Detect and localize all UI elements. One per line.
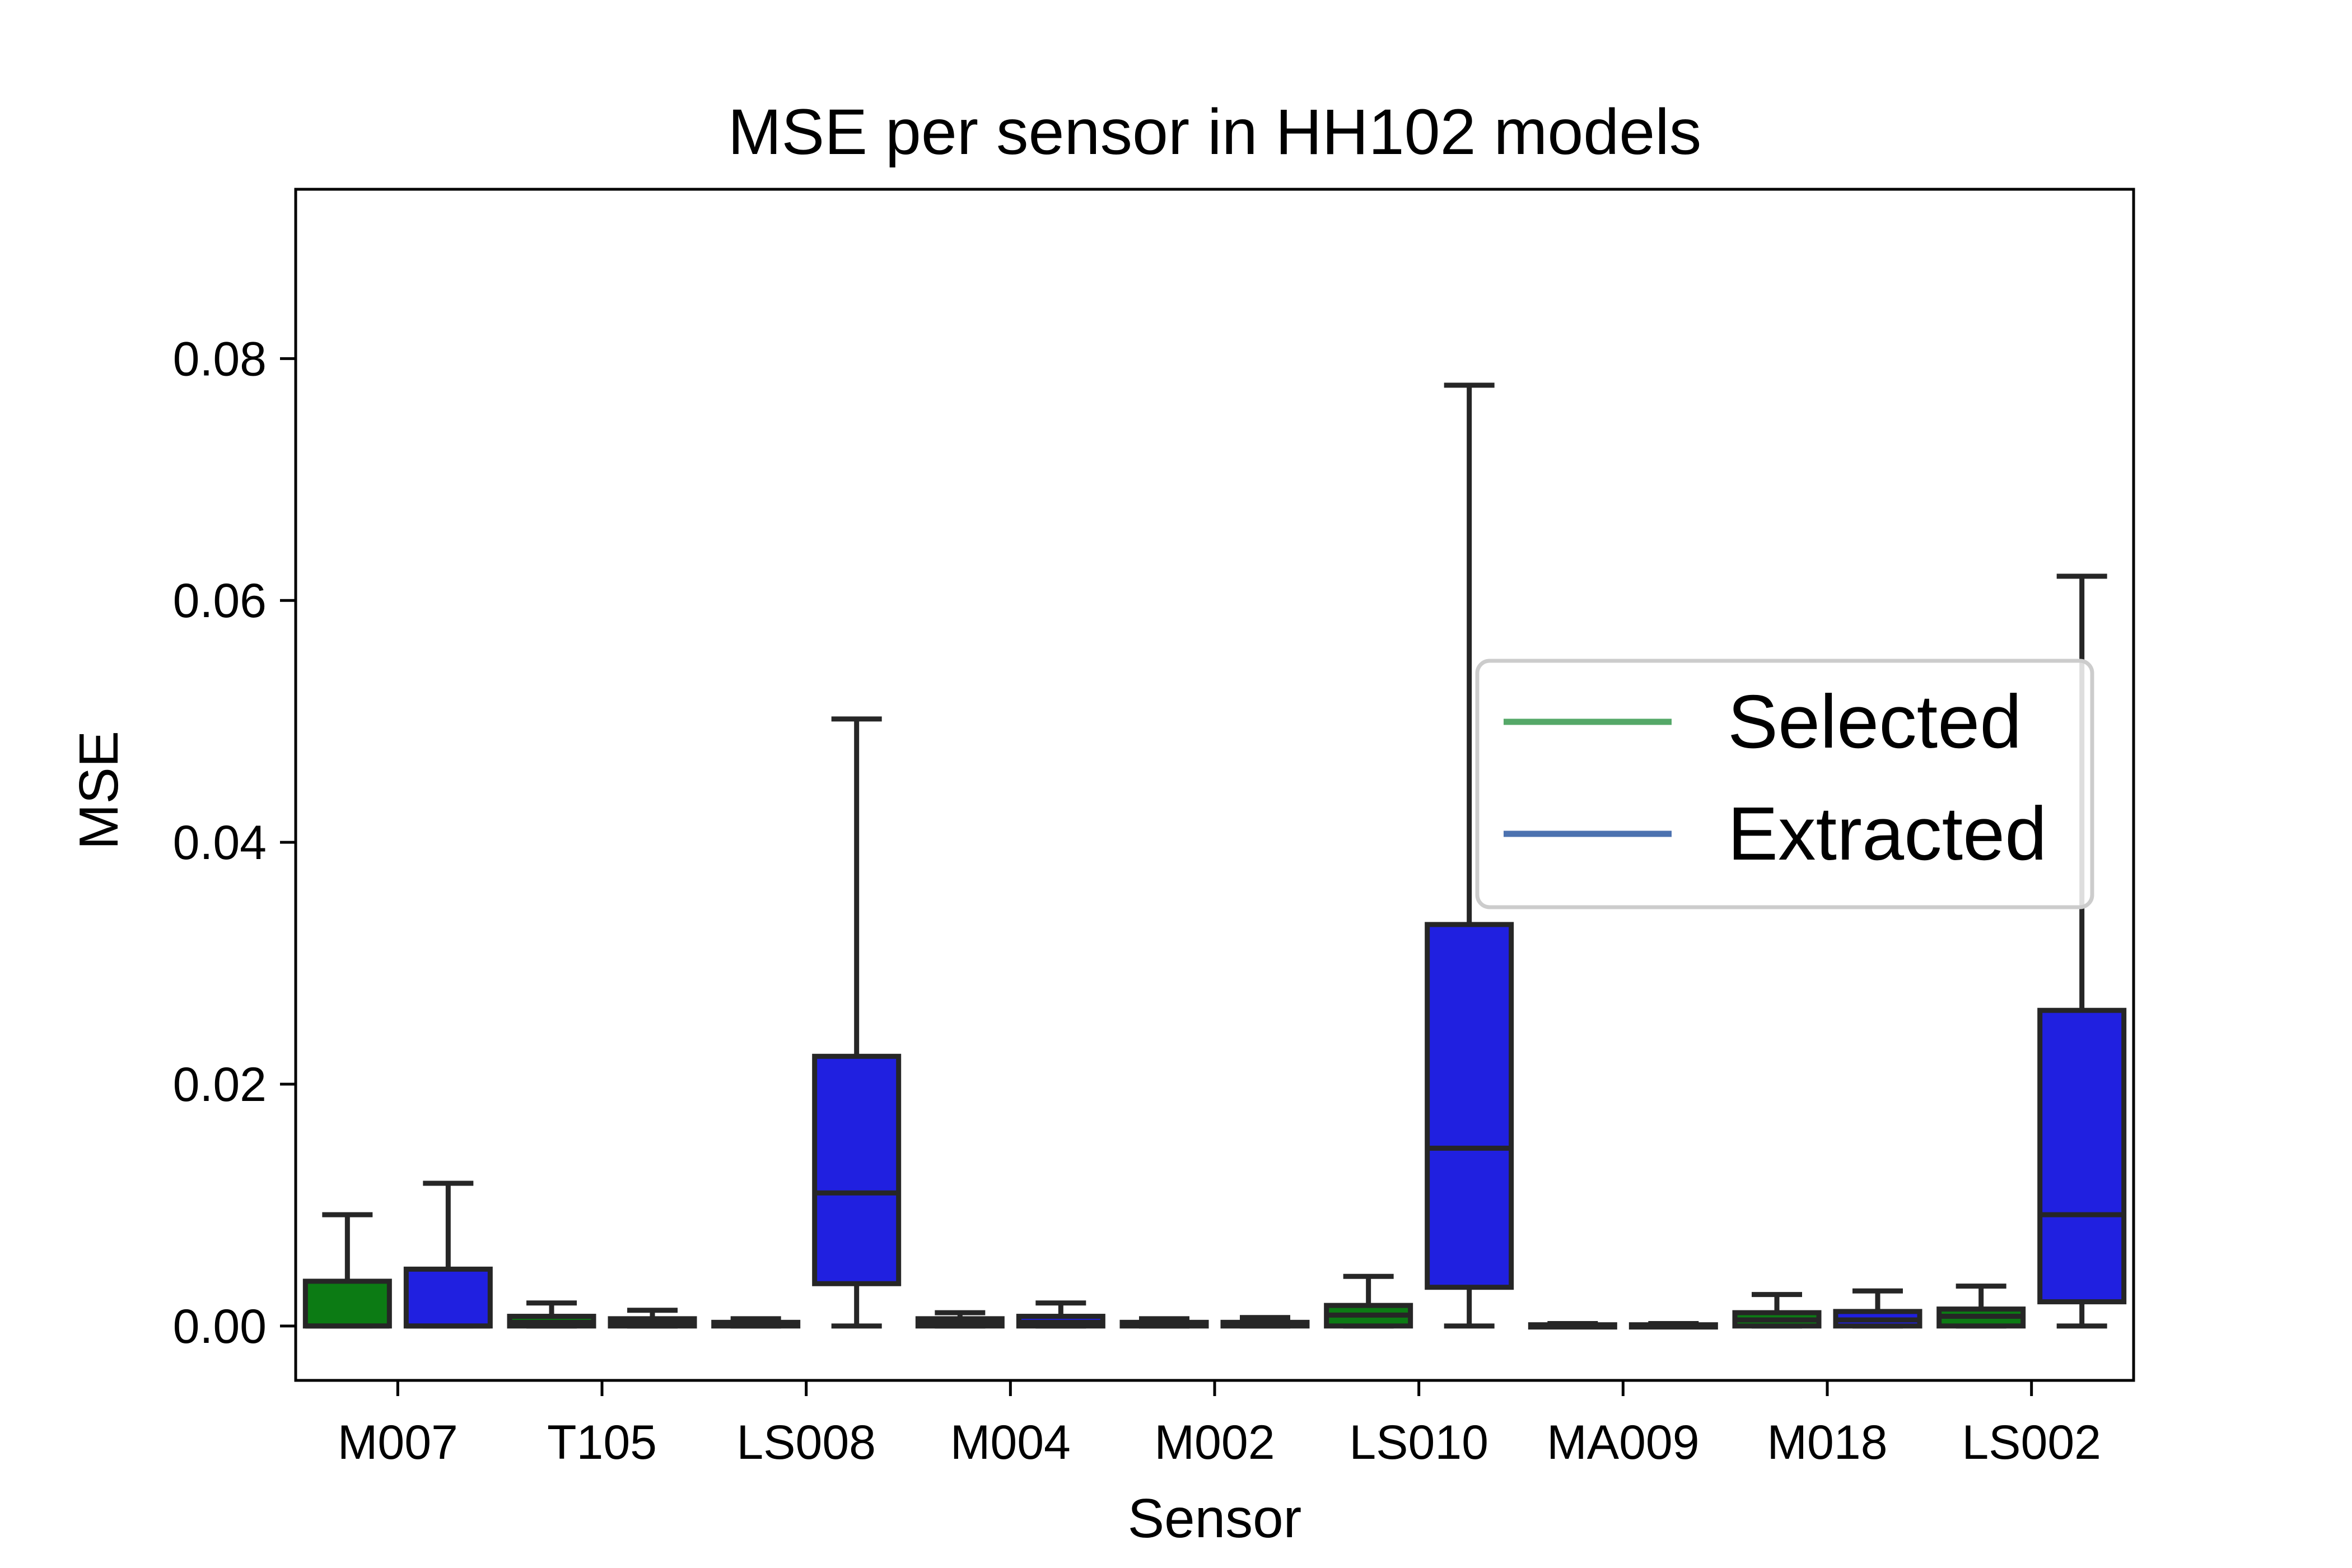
x-tick-label-ma009: MA009	[1547, 1416, 1700, 1469]
box-body-extracted-m007	[403, 1266, 493, 1329]
box-extracted-ls002	[2037, 573, 2127, 1329]
box-body-extracted-ls008	[812, 1053, 902, 1286]
box-selected-ls010	[1324, 1273, 1413, 1329]
box-extracted-m002	[1220, 1315, 1310, 1329]
box-body-extracted-ls010	[1425, 922, 1514, 1290]
box-selected-m002	[1119, 1316, 1209, 1329]
box-selected-m018	[1732, 1292, 1822, 1329]
box-extracted-m004	[1016, 1300, 1105, 1329]
box-selected-m007	[302, 1212, 392, 1329]
box-extracted-ls008	[812, 716, 902, 1329]
box-extracted-t105	[608, 1308, 697, 1329]
ticks-layer: 0.00 0.02 0.04 0.06 0.08 M007 T105 LS008 M004 M00…	[173, 332, 2101, 1469]
box-selected-t105	[507, 1300, 596, 1329]
y-tick-label-0: 0.00	[173, 1300, 267, 1354]
box-body-extracted-ls002	[2037, 1007, 2127, 1305]
x-tick-label-m002: M002	[1154, 1416, 1275, 1469]
legend: Selected Extracted	[1475, 659, 2094, 909]
box-extracted-m007	[403, 1180, 493, 1329]
box-selected-ls008	[711, 1316, 801, 1329]
y-tick-label-4: 0.08	[173, 332, 267, 386]
box-selected-ma009	[1528, 1321, 1617, 1330]
y-tick-label-2: 0.04	[173, 816, 267, 870]
x-tick-label-m007: M007	[338, 1416, 458, 1469]
x-tick-label-ls002: LS002	[1962, 1416, 2101, 1469]
legend-label-extracted: Extracted	[1728, 791, 2047, 876]
box-body-selected-m007	[302, 1278, 392, 1329]
x-tick-label-m004: M004	[950, 1416, 1071, 1469]
y-axis-label: MSE	[68, 731, 129, 850]
x-tick-label-ls008: LS008	[736, 1416, 876, 1469]
box-selected-m004	[915, 1310, 1005, 1329]
boxes-layer	[302, 382, 2127, 1330]
y-tick-label-3: 0.06	[173, 574, 267, 628]
x-tick-label-t105: T105	[547, 1416, 657, 1469]
legend-label-selected: Selected	[1728, 679, 2022, 764]
box-extracted-ls010	[1425, 382, 1514, 1329]
chart-title: MSE per sensor in HH102 models	[728, 96, 1702, 168]
y-tick-label-1: 0.02	[173, 1058, 267, 1112]
box-extracted-m018	[1833, 1288, 1922, 1329]
box-extracted-ma009	[1628, 1321, 1718, 1330]
x-tick-label-ls010: LS010	[1349, 1416, 1488, 1469]
x-tick-label-m018: M018	[1767, 1416, 1887, 1469]
box-selected-ls002	[1936, 1284, 2026, 1329]
x-axis-label: Sensor	[1128, 1487, 1302, 1549]
